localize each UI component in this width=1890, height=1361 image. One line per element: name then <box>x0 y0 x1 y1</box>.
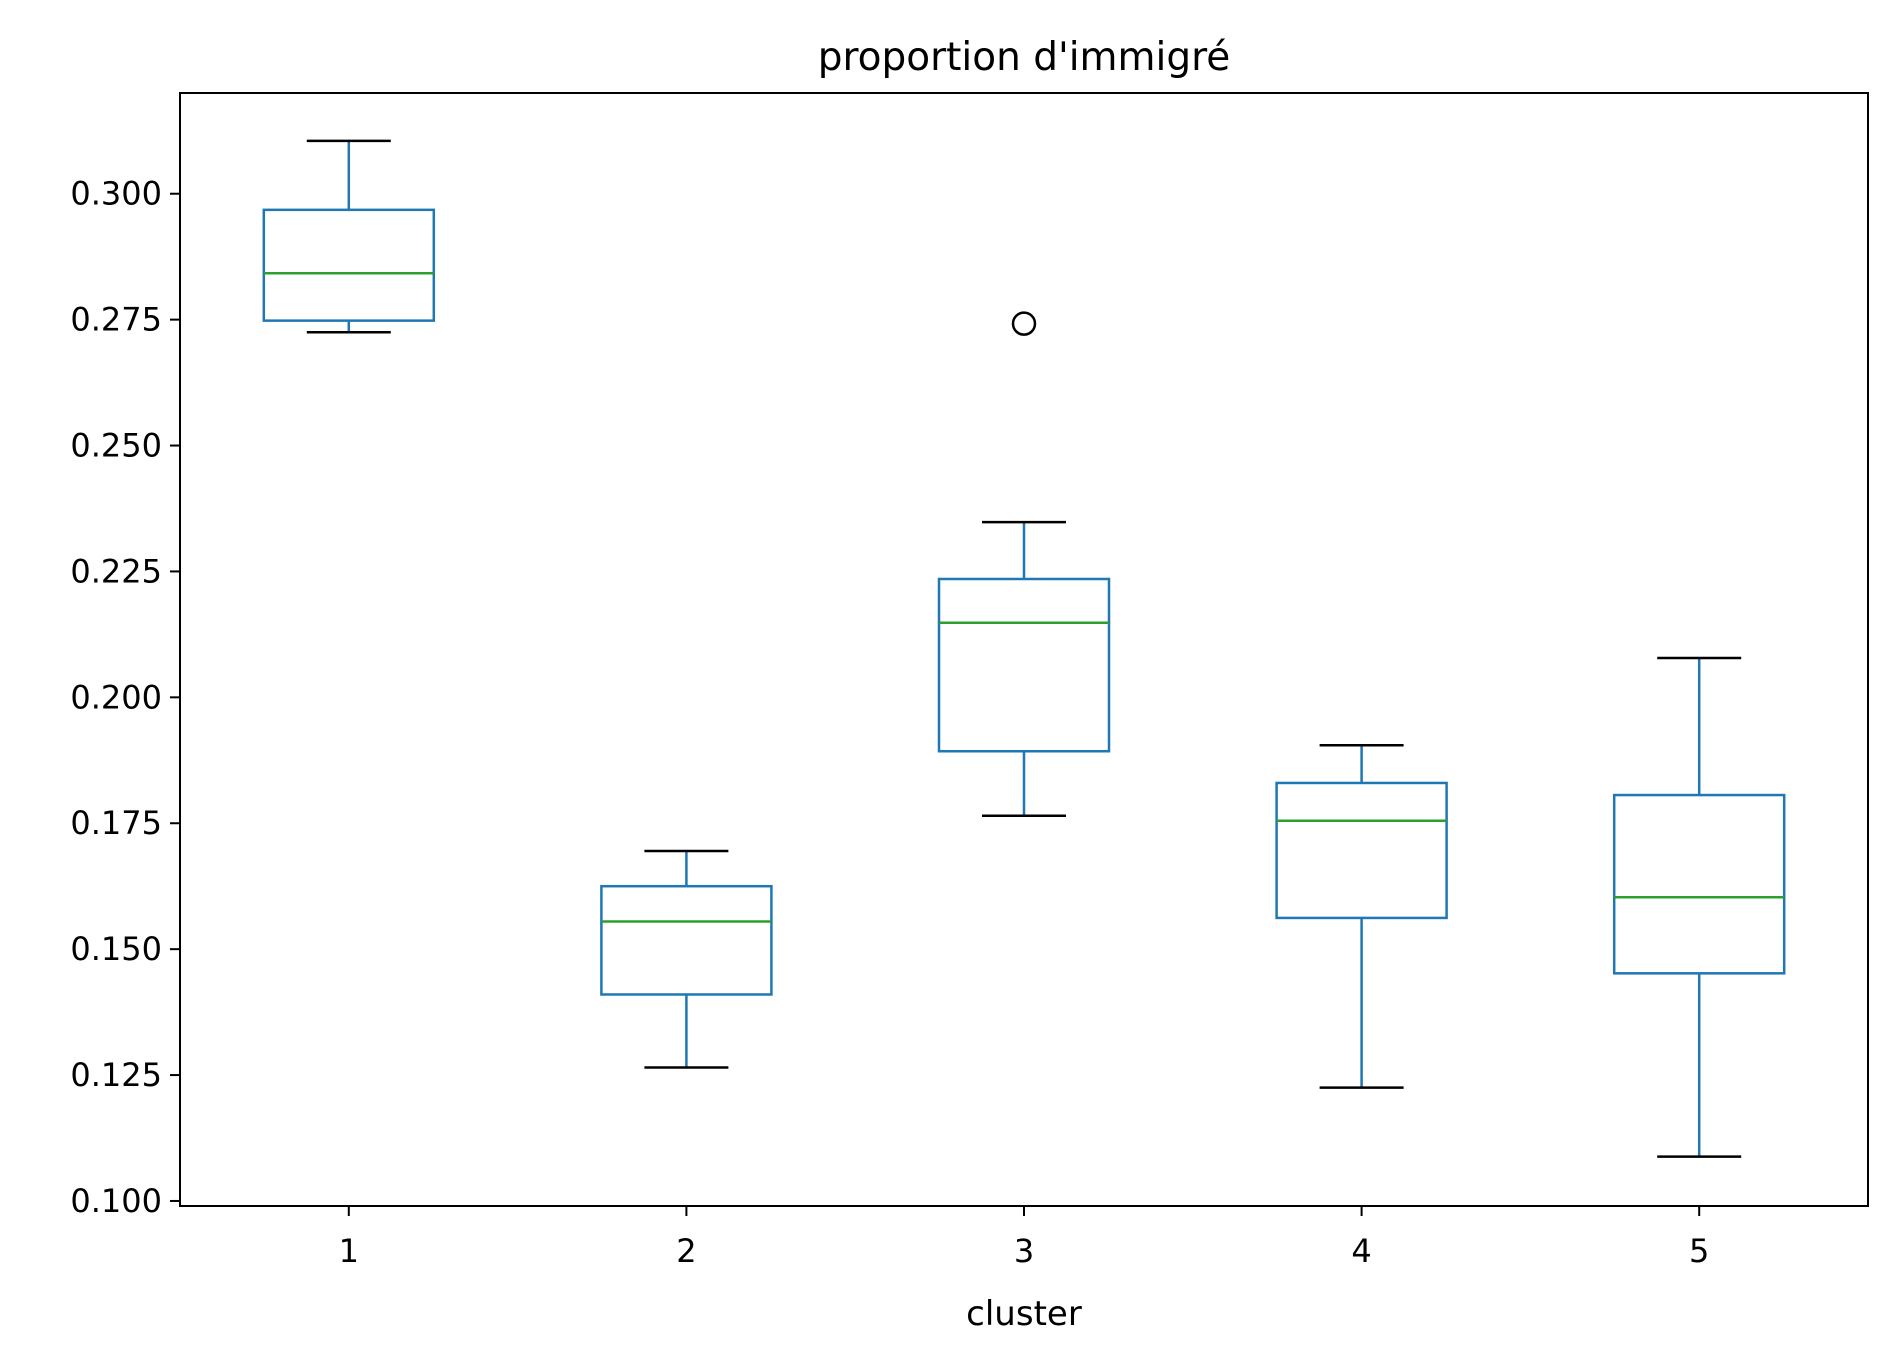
x-tick-label: 3 <box>1014 1232 1034 1270</box>
y-tick-label: 0.150 <box>70 930 162 968</box>
box-iqr <box>262 208 436 322</box>
box-iqr <box>600 884 773 996</box>
y-tick-label: 0.250 <box>70 427 162 465</box>
x-tick-label: 4 <box>1351 1232 1371 1270</box>
x-tick-label: 1 <box>339 1232 359 1270</box>
box-iqr <box>1275 781 1448 920</box>
y-tick-label: 0.100 <box>70 1182 162 1220</box>
y-tick-label: 0.200 <box>70 678 162 716</box>
box-iqr <box>1612 793 1786 975</box>
x-axis-label: cluster <box>966 1294 1082 1334</box>
y-tick-label: 0.300 <box>70 175 162 213</box>
y-tick-label: 0.125 <box>70 1056 162 1094</box>
chart-title: proportion d'immigré <box>818 35 1231 80</box>
box-iqr <box>937 577 1111 753</box>
plot-area: 0.100 0.125 0.150 0.175 0.200 0.225 0.250 0.275… <box>70 139 1786 1270</box>
x-tick-label: 5 <box>1689 1232 1709 1270</box>
x-tick-label: 2 <box>676 1232 696 1270</box>
y-tick-label: 0.275 <box>70 301 162 339</box>
y-tick-label: 0.175 <box>70 804 162 842</box>
axes-frame <box>179 92 1869 1207</box>
outlier-point <box>1011 311 1037 336</box>
y-tick-label: 0.225 <box>70 552 162 590</box>
